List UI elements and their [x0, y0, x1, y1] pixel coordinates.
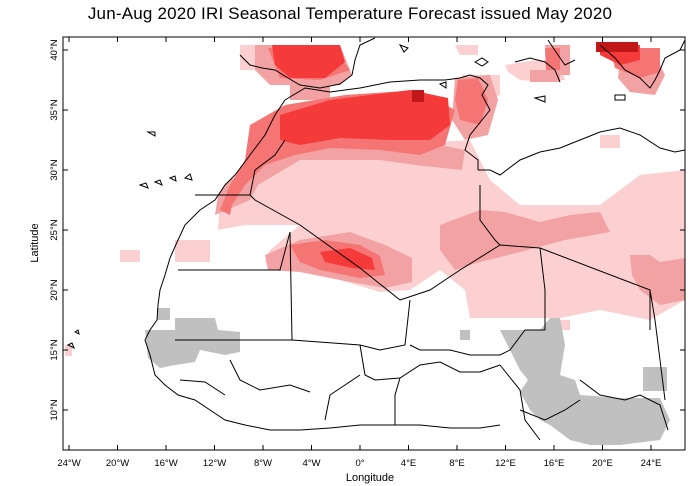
y-axis-label: Latitude: [29, 223, 41, 262]
y-tick-label: 20°N: [49, 279, 60, 300]
y-tick-label: 40°N: [49, 39, 60, 60]
y-tick-label: 30°N: [49, 159, 60, 180]
y-tick-label: 25°N: [49, 219, 60, 240]
x-axis-tick-labels: 24°W 20°W 16°W 12°W 8°W 4°W 0° 4°E 8°E 12°E 16°E 20…: [57, 458, 661, 469]
x-tick-label: 12°W: [203, 458, 226, 469]
plot-frame: [62, 36, 686, 451]
coastlines-and-borders: [66, 37, 685, 441]
x-tick-label: 24°W: [57, 458, 80, 469]
x-tick-label: 4°W: [302, 458, 320, 469]
x-tick-label: 16°E: [544, 458, 565, 469]
x-tick-label: 12°E: [495, 458, 516, 469]
map-title: Jun-Aug 2020 IRI Seasonal Temperature Fo…: [87, 4, 613, 23]
dark-red-probability-region: [412, 42, 638, 102]
x-tick-label: 16°W: [154, 458, 177, 469]
y-axis-tick-labels: 10°N 15°N 20°N 25°N 30°N 35°N 40°N: [49, 39, 60, 420]
y-tick-label: 15°N: [49, 339, 60, 360]
x-tick-label: 8°E: [449, 458, 464, 469]
y-tick-label: 35°N: [49, 99, 60, 120]
x-tick-label: 8°W: [254, 458, 272, 469]
y-tick-label: 10°N: [49, 399, 60, 420]
x-tick-label: 4°E: [401, 458, 416, 469]
axis-tick-marks: [63, 37, 685, 450]
x-tick-label: 20°E: [592, 458, 613, 469]
x-tick-label: 0°: [355, 458, 364, 469]
x-tick-label: 24°E: [641, 458, 662, 469]
x-tick-label: 20°W: [106, 458, 129, 469]
below-normal-grey-region: [145, 308, 670, 445]
x-axis-label: Longitude: [346, 472, 394, 484]
